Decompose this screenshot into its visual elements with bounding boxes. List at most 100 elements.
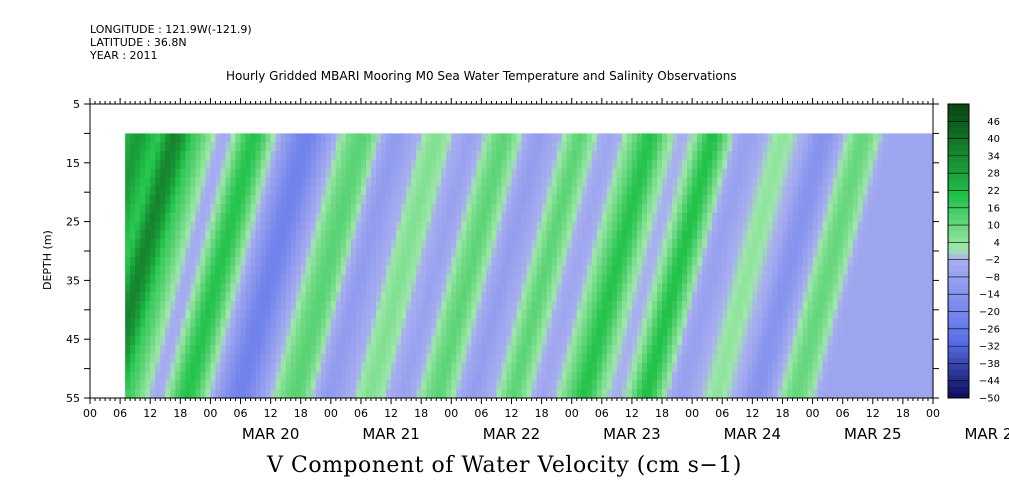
heatmap-cell <box>220 265 227 276</box>
heatmap-cell <box>636 283 643 293</box>
heatmap-cell <box>907 345 914 355</box>
heatmap-cell <box>897 353 904 364</box>
heatmap-cell <box>516 353 523 364</box>
heatmap-cell <box>807 265 814 276</box>
heatmap-cell <box>837 230 844 240</box>
heatmap-cell <box>130 221 136 232</box>
heatmap-cell <box>471 389 477 399</box>
heatmap-cell <box>812 195 819 205</box>
heatmap-cell <box>822 168 829 179</box>
heatmap-cell <box>401 362 407 373</box>
heatmap-cell <box>842 248 849 258</box>
heatmap-cell <box>757 380 763 390</box>
heatmap-cell <box>752 318 758 329</box>
heatmap-cell <box>255 300 262 311</box>
heatmap-cell <box>180 177 186 187</box>
heatmap-cell <box>662 221 668 232</box>
heatmap-cell <box>431 274 437 284</box>
heatmap-cell <box>727 168 733 179</box>
heatmap-cell <box>511 133 518 143</box>
heatmap-cell <box>130 256 136 267</box>
heatmap-cell <box>907 151 914 161</box>
heatmap-cell <box>586 327 593 337</box>
heatmap-cell <box>305 203 312 214</box>
heatmap-cell <box>215 362 222 373</box>
heatmap-cell <box>310 195 317 205</box>
heatmap-cell <box>561 389 568 399</box>
heatmap-cell <box>551 265 558 276</box>
heatmap-cell <box>466 336 472 346</box>
heatmap-cell <box>300 327 307 337</box>
heatmap-cell <box>732 327 738 337</box>
heatmap-cell <box>436 327 442 337</box>
heatmap-cell <box>892 186 899 196</box>
heatmap-cell <box>446 292 452 302</box>
heatmap-cell <box>421 230 427 240</box>
heatmap-cell <box>416 336 422 346</box>
heatmap-cell <box>205 292 212 302</box>
heatmap-cell <box>912 371 919 381</box>
heatmap-cell <box>902 239 909 249</box>
heatmap-cell <box>200 195 207 205</box>
heatmap-cell <box>672 389 678 399</box>
heatmap-cell <box>652 309 658 320</box>
heatmap-cell <box>401 248 407 258</box>
heatmap-cell <box>416 283 422 293</box>
heatmap-cell <box>476 133 482 143</box>
heatmap-cell <box>797 186 804 196</box>
heatmap-cell <box>145 292 151 302</box>
heatmap-cell <box>772 274 779 284</box>
heatmap-cell <box>310 327 317 337</box>
heatmap-cell <box>907 212 914 223</box>
heatmap-cell <box>225 327 232 337</box>
heatmap-cell <box>757 300 763 311</box>
heatmap-cell <box>682 186 688 196</box>
heatmap-cell <box>280 283 287 293</box>
heatmap-cell <box>762 230 769 240</box>
heatmap-cell <box>657 380 663 390</box>
heatmap-cell <box>396 362 402 373</box>
heatmap-cell <box>591 345 598 355</box>
heatmap-cell <box>917 221 924 232</box>
heatmap-cell <box>882 203 889 214</box>
heatmap-cell <box>657 168 663 179</box>
heatmap-cell <box>365 265 372 276</box>
heatmap-cell <box>130 195 136 205</box>
heatmap-cell <box>626 203 633 214</box>
heatmap-cell <box>817 371 824 381</box>
heatmap-cell <box>285 186 292 196</box>
heatmap-cell <box>646 327 653 337</box>
heatmap-cell <box>210 195 217 205</box>
heatmap-cell <box>411 283 417 293</box>
heatmap-cell <box>270 283 277 293</box>
heatmap-cell <box>847 168 854 179</box>
heatmap-cell <box>646 309 653 320</box>
heatmap-cell <box>436 212 442 223</box>
heatmap-cell <box>396 142 402 152</box>
heatmap-cell <box>215 265 222 276</box>
heatmap-cell <box>225 159 232 170</box>
heatmap-cell <box>922 248 929 258</box>
heatmap-cell <box>812 353 819 364</box>
heatmap-cell <box>707 221 713 232</box>
heatmap-cell <box>170 212 176 223</box>
heatmap-cell <box>365 230 372 240</box>
heatmap-cell <box>195 186 201 196</box>
heatmap-cell <box>832 327 839 337</box>
heatmap-cell <box>386 203 392 214</box>
heatmap-cell <box>832 248 839 258</box>
heatmap-cell <box>621 151 628 161</box>
heatmap-cell <box>566 151 573 161</box>
heatmap-cell <box>636 142 643 152</box>
heatmap-cell <box>887 248 894 258</box>
heatmap-cell <box>707 371 713 381</box>
heatmap-cell <box>576 309 583 320</box>
heatmap-cell <box>702 353 708 364</box>
heatmap-cell <box>265 239 272 249</box>
heatmap-cell <box>682 371 688 381</box>
heatmap-cell <box>682 151 688 161</box>
heatmap-cell <box>827 389 834 399</box>
heatmap-cell <box>912 195 919 205</box>
heatmap-cell <box>862 248 869 258</box>
heatmap-cell <box>416 133 422 143</box>
